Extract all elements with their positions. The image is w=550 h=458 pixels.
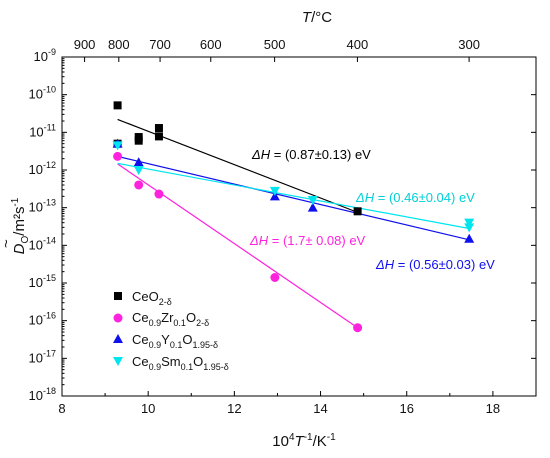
data-point-series-3 — [269, 186, 280, 196]
data-point-series-2 — [307, 202, 318, 212]
top-tick-label: 400 — [347, 37, 369, 52]
data-point-series-3 — [464, 223, 475, 233]
top-tick-label: 600 — [200, 37, 222, 52]
data-point-series-1 — [353, 323, 363, 333]
legend-marker-ceo2 — [114, 292, 122, 300]
top-tick-label: 500 — [264, 37, 286, 52]
legend-label-y: Ce0.9Y0.1O1.95-δ — [132, 332, 218, 350]
x-tick-label: 8 — [58, 401, 65, 416]
y-tick-label: 10-12 — [29, 160, 56, 177]
y-tick-label: 10-16 — [29, 311, 56, 328]
y-tick-label: 10-10 — [29, 85, 56, 102]
annotation-sm: ΔH = (0.46±0.04) eV — [355, 190, 475, 205]
data-point-series-0 — [353, 207, 362, 216]
data-point-series-2 — [464, 233, 475, 243]
x-tick-label: 16 — [399, 401, 413, 416]
data-point-series-1 — [134, 180, 144, 190]
x-axis-title: 104T-1/K-1 — [272, 432, 336, 450]
legend-marker-sm — [113, 357, 123, 366]
x-tick-label: 10 — [141, 401, 155, 416]
top-tick-label: 900 — [74, 37, 96, 52]
y-tick-label: 10-13 — [29, 198, 56, 215]
legend-marker-zr — [113, 313, 123, 323]
data-point-series-1 — [154, 189, 164, 199]
x-tick-label: 18 — [486, 401, 500, 416]
fit-line-series-0 — [117, 118, 358, 213]
data-point-series-2 — [133, 157, 144, 167]
y-tick-label: 10-18 — [29, 386, 56, 403]
data-point-series-3 — [112, 141, 123, 151]
data-point-series-1 — [113, 151, 123, 161]
top-tick-label: 800 — [108, 37, 130, 52]
data-point-series-3 — [307, 195, 318, 205]
legend-label-ceo2: CeO2-δ — [132, 289, 172, 307]
data-point-series-3 — [464, 218, 475, 228]
data-point-series-0 — [154, 132, 163, 141]
top-axis-title: T/°C — [302, 9, 332, 26]
legend: CeO2-δ Ce0.9Zr0.1O2-δ Ce0.9Y0.1O1.95-δ C… — [113, 289, 229, 372]
legend-label-sm: Ce0.9Sm0.1O1.95-δ — [132, 354, 229, 372]
svg-text:DO/m²s-1: DO/m²s-1 — [10, 197, 31, 254]
y-tick-label: 10-15 — [29, 273, 56, 290]
y-tick-label: 10-17 — [29, 348, 56, 365]
fit-line-series-2 — [117, 155, 470, 241]
fit-line-series-3 — [117, 162, 470, 230]
y-tick-label: 10-11 — [29, 122, 56, 139]
top-tick-label: 300 — [458, 37, 480, 52]
data-points — [112, 101, 475, 333]
y-tick-label: 10-9 — [34, 47, 56, 64]
data-point-series-1 — [270, 272, 280, 282]
top-tick-label: 700 — [149, 37, 171, 52]
data-point-series-2 — [269, 191, 280, 201]
annotation-zr: ΔH = (1.7± 0.08) eV — [249, 233, 366, 248]
legend-marker-y — [113, 334, 123, 343]
y-tick-label: 10-14 — [29, 235, 56, 252]
data-point-series-3 — [133, 166, 144, 175]
svg-text:~: ~ — [0, 239, 15, 248]
data-point-series-0 — [154, 124, 163, 133]
x-tick-label: 12 — [227, 401, 241, 416]
annotation-ceo2: ΔH = (0.87±0.13) eV — [251, 147, 371, 162]
x-tick-label: 14 — [313, 401, 327, 416]
axis-ticks: 8 10 12 14 16 18 900 800 700 600 500 400 300 10-18 10-… — [29, 37, 536, 416]
y-axis-title: DO/m²s-1 ~ — [0, 197, 31, 254]
legend-label-zr: Ce0.9Zr0.1O2-δ — [132, 310, 209, 328]
data-point-series-0 — [134, 136, 143, 145]
annotation-y: ΔH = (0.56±0.03) eV — [375, 257, 495, 272]
data-point-series-0 — [113, 101, 122, 110]
plot-frame — [61, 56, 537, 397]
